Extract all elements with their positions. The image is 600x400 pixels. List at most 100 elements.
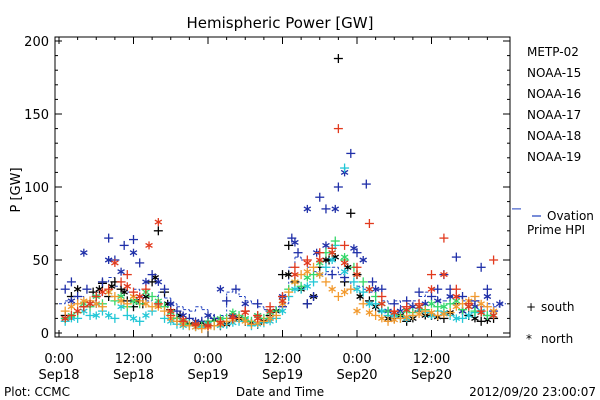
north-point [135,292,144,301]
south-point [315,192,325,202]
north-point [378,307,386,316]
south-point [358,299,368,309]
north-point [142,277,150,286]
south-point [104,284,114,294]
south-point [271,310,281,320]
south-point [321,262,331,272]
north-point [322,241,330,250]
south-point [97,302,107,312]
south-point [147,302,157,312]
south-point [371,310,381,320]
south-point [122,299,132,309]
south-point [489,255,499,265]
x-tick-date: Sep20 [411,368,452,383]
north-point [322,256,330,264]
south-point [153,299,163,309]
south-point [110,292,120,301]
north-point [117,296,125,305]
north-point [365,285,374,294]
north-label: north [541,332,573,346]
north-point [365,299,374,308]
north-point [92,299,101,308]
north-point [331,204,340,213]
south-point [73,299,83,309]
north-point [489,311,498,320]
south-point [321,277,331,287]
south-point [293,248,303,258]
south-point [284,240,294,250]
north-point [104,256,113,264]
south-point [160,284,170,294]
south-point [278,270,287,280]
north-point [204,321,212,330]
north-point [98,288,107,297]
south-point [296,281,306,291]
south-label: south [541,300,575,314]
north-point [73,285,82,294]
y-tick-label: 100 [24,181,49,196]
south-point [433,302,443,312]
south-point [377,292,387,301]
south-point [327,270,337,280]
x-tick-date: Sep18 [38,368,79,383]
north-point [452,314,461,323]
north-point [266,307,274,316]
south-point [160,306,170,316]
data-points [60,54,504,334]
north-point [104,311,113,320]
x-tick-time: 0:00 [193,352,222,367]
north-point [315,270,324,279]
south-point [333,292,343,301]
north-point [241,299,250,308]
x-tick-date: Sep19 [262,368,303,383]
north-point [80,248,88,257]
north-point [166,307,175,316]
x-tick-time: 12:00 [413,352,450,367]
south-point [333,124,343,134]
north-point [328,285,336,294]
north-point [303,258,312,267]
north-symbol: * [526,332,532,346]
north-point [216,318,225,327]
south-point [97,277,107,287]
south-point [104,233,114,243]
south-point [439,233,449,243]
north-point [129,314,138,323]
south-point [222,296,232,306]
north-point [356,292,364,301]
south-point [135,258,145,268]
north-point [340,258,349,267]
legend-entry: NOAA-17 [527,108,581,122]
south-point [79,302,89,312]
north-point [86,299,94,308]
north-point [303,282,312,291]
south-point [368,277,378,287]
north-point [483,292,492,301]
legend-entry: NOAA-19 [527,150,581,164]
south-point [414,287,424,297]
south-point [116,277,126,287]
south-point [82,284,92,294]
y-tick-label: 200 [24,35,49,50]
south-point [445,299,455,309]
north-point [191,320,200,329]
y-tick-label: 150 [24,108,49,123]
north-point [67,302,76,311]
south-point [482,310,492,320]
north-point [464,311,473,320]
north-point [266,314,274,323]
north-point [291,238,299,247]
south-point [427,292,436,301]
south-point [346,284,356,294]
south-point [129,287,138,297]
south-point [153,226,163,236]
south-point [451,252,461,262]
north-point [402,312,411,321]
south-point [458,313,468,323]
north-point [61,314,69,323]
north-point [359,256,367,264]
north-point [328,248,336,257]
north-point [353,270,361,279]
north-point [179,315,187,324]
